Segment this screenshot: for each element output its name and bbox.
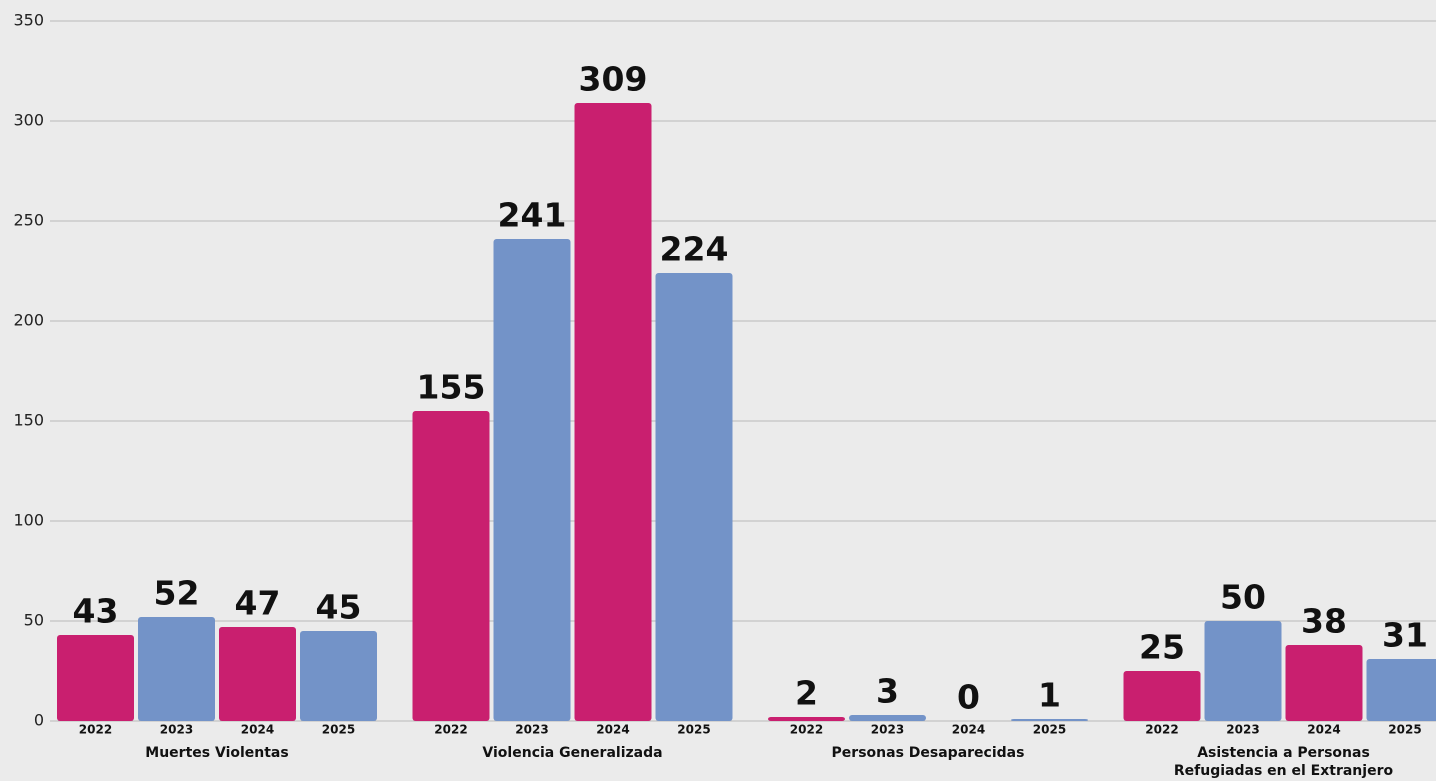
value-label: 47	[235, 584, 281, 623]
year-label: 2024	[241, 723, 274, 737]
bar	[219, 627, 296, 721]
year-label: 2024	[952, 723, 985, 737]
y-tick-label: 150	[13, 411, 44, 430]
value-label: 155	[417, 368, 486, 407]
value-label: 1	[1038, 676, 1061, 715]
value-label: 309	[579, 60, 648, 99]
category-label-box: Violencia Generalizada	[482, 745, 663, 761]
y-tick-label: 200	[13, 311, 44, 330]
year-label: 2025	[677, 723, 710, 737]
year-label: 2024	[1307, 723, 1340, 737]
value-label: 3	[876, 672, 899, 711]
year-label: 2023	[160, 723, 193, 737]
y-tick-label: 0	[34, 711, 44, 730]
value-label: 224	[660, 230, 729, 269]
bar	[493, 239, 571, 721]
bar	[1366, 659, 1436, 721]
value-label: 52	[154, 574, 200, 613]
value-label: 45	[316, 588, 362, 627]
value-label: 241	[498, 196, 567, 235]
year-label: 2022	[79, 723, 112, 737]
bar	[412, 411, 490, 721]
value-label: 25	[1139, 628, 1185, 667]
bar	[574, 103, 652, 721]
year-label: 2022	[1145, 723, 1178, 737]
year-label: 2024	[596, 723, 629, 737]
category-label-box: Asistencia a Personas Refugiadas en el E…	[1173, 745, 1394, 779]
y-tick-label: 350	[13, 11, 44, 30]
year-label: 2022	[790, 723, 823, 737]
year-label: 2023	[871, 723, 904, 737]
bar	[57, 635, 134, 721]
bar	[1204, 621, 1282, 721]
value-label: 2	[795, 674, 818, 713]
bar	[1123, 671, 1201, 721]
year-label: 2023	[1226, 723, 1259, 737]
year-label: 2025	[1033, 723, 1066, 737]
year-label: 2022	[434, 723, 467, 737]
y-tick-label: 100	[13, 511, 44, 530]
y-tick-label: 50	[24, 611, 44, 630]
category-label-box: Muertes Violentas	[145, 745, 289, 761]
y-tick-label: 250	[13, 211, 44, 230]
bar	[138, 617, 215, 721]
value-label: 31	[1382, 616, 1428, 655]
bar	[655, 273, 733, 721]
category-label-box: Personas Desaparecidas	[831, 745, 1025, 761]
year-label: 2023	[515, 723, 548, 737]
bar	[1285, 645, 1363, 721]
value-label: 0	[957, 678, 980, 717]
value-label: 50	[1220, 578, 1266, 617]
bar	[768, 717, 845, 721]
bar	[1011, 719, 1088, 721]
y-tick-label: 300	[13, 111, 44, 130]
year-label: 2025	[1388, 723, 1421, 737]
year-label: 2025	[322, 723, 355, 737]
category-label: Personas Desaparecidas	[831, 745, 1025, 761]
bar	[300, 631, 377, 721]
category-label: Muertes Violentas	[145, 745, 289, 761]
bar	[849, 715, 926, 721]
value-label: 43	[73, 592, 119, 631]
category-label: Asistencia a Personas Refugiadas en el E…	[1173, 745, 1394, 779]
value-label: 38	[1301, 602, 1347, 641]
category-label: Violencia Generalizada	[482, 745, 663, 761]
